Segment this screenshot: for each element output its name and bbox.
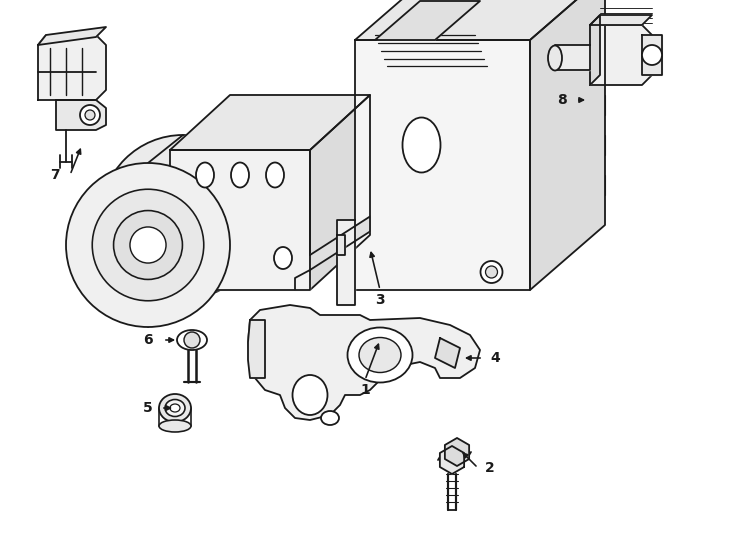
Text: 4: 4: [490, 351, 500, 365]
Ellipse shape: [183, 219, 197, 241]
Polygon shape: [248, 305, 480, 420]
Ellipse shape: [231, 163, 249, 187]
Text: 5: 5: [143, 401, 153, 415]
Polygon shape: [590, 15, 600, 85]
Text: 6: 6: [143, 333, 153, 347]
Circle shape: [80, 105, 100, 125]
Polygon shape: [445, 438, 469, 466]
Ellipse shape: [548, 45, 562, 71]
Text: 1: 1: [360, 383, 370, 397]
Ellipse shape: [402, 118, 440, 172]
Ellipse shape: [321, 411, 339, 425]
Circle shape: [642, 45, 662, 65]
Polygon shape: [310, 217, 370, 270]
Polygon shape: [590, 25, 652, 85]
Polygon shape: [295, 270, 310, 290]
Polygon shape: [337, 235, 345, 255]
Polygon shape: [170, 150, 310, 290]
Circle shape: [66, 163, 230, 327]
Polygon shape: [530, 0, 605, 290]
Polygon shape: [355, 40, 530, 290]
Polygon shape: [355, 0, 605, 40]
Text: 8: 8: [557, 93, 567, 107]
Polygon shape: [310, 95, 370, 290]
Polygon shape: [38, 27, 106, 45]
Polygon shape: [590, 15, 652, 25]
Ellipse shape: [293, 375, 327, 415]
Ellipse shape: [266, 163, 284, 187]
Ellipse shape: [101, 135, 265, 299]
Ellipse shape: [274, 247, 292, 269]
Ellipse shape: [165, 400, 185, 416]
Polygon shape: [170, 95, 370, 150]
Circle shape: [184, 332, 200, 348]
Ellipse shape: [159, 420, 191, 432]
Polygon shape: [555, 45, 590, 70]
Circle shape: [114, 211, 183, 279]
Ellipse shape: [359, 338, 401, 373]
Polygon shape: [38, 35, 106, 100]
Circle shape: [130, 227, 166, 263]
Polygon shape: [642, 35, 662, 75]
Ellipse shape: [170, 404, 180, 412]
Polygon shape: [56, 100, 106, 130]
Polygon shape: [375, 1, 480, 40]
Ellipse shape: [177, 330, 207, 350]
Ellipse shape: [159, 394, 191, 422]
Text: 2: 2: [485, 461, 495, 475]
Ellipse shape: [347, 327, 413, 382]
Text: 3: 3: [375, 293, 385, 307]
Circle shape: [92, 189, 204, 301]
Ellipse shape: [196, 163, 214, 187]
Circle shape: [481, 261, 503, 283]
Polygon shape: [440, 446, 464, 474]
Polygon shape: [435, 338, 460, 368]
Polygon shape: [248, 320, 265, 378]
Text: 7: 7: [50, 168, 59, 182]
Circle shape: [485, 266, 498, 278]
Polygon shape: [337, 220, 355, 305]
Circle shape: [85, 110, 95, 120]
